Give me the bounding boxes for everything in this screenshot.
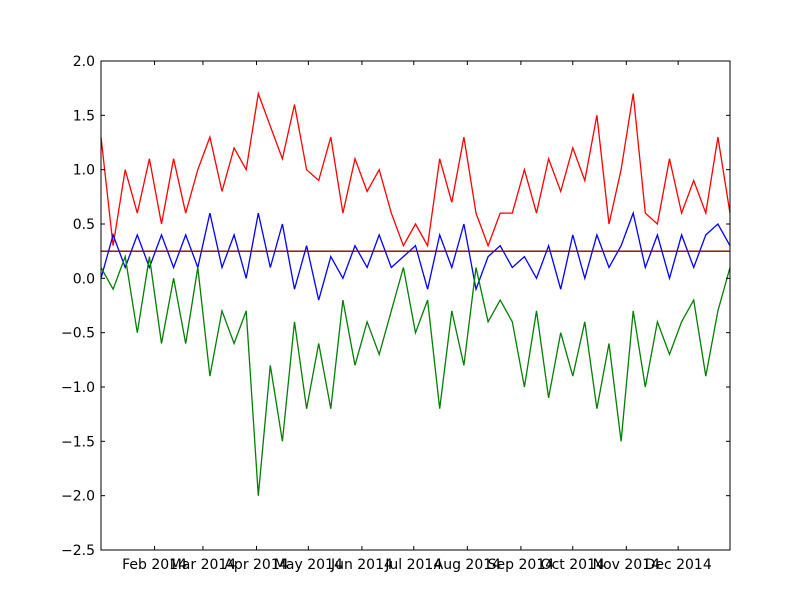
x-tick-label: Feb 2014 [122,557,187,573]
x-tick-label: Nov 2014 [593,557,660,573]
y-tick-label: −0.5 [61,326,95,342]
series-layer [100,91,731,496]
x-tick-label: Mar 2014 [170,557,237,573]
x-tick-label: Aug 2014 [434,557,502,573]
y-tick-label: −2.5 [61,543,95,559]
y-tick-label: 2.0 [73,54,95,70]
y-tick-label: −2.0 [61,489,95,505]
series-line-2 [100,254,731,496]
x-tick-label: Apr 2014 [224,557,288,573]
x-tick-label: Dec 2014 [645,557,712,573]
plot-area [101,61,730,550]
y-tick-label: −1.0 [61,380,95,396]
x-tick-label: Jul 2014 [384,557,442,573]
y-tick-label: −1.5 [61,434,95,450]
x-tick-label: Sep 2014 [488,557,555,573]
y-tick-label: 0.0 [73,271,95,287]
series-line-0 [100,91,731,248]
y-tick-label: 1.5 [73,108,95,124]
y-axis: −2.5 −2.0 −1.5 −1.0 −0.5 0.0 0.5 1.0 1.5 2.0 [61,54,730,559]
x-tick-label: Oct 2014 [541,557,605,573]
y-tick-label: 0.5 [73,217,95,233]
y-tick-label: 1.0 [73,163,95,179]
series-line-1 [100,210,731,301]
plot-frame [100,60,731,551]
x-tick-label: May 2014 [274,557,343,573]
x-tick-label: Jun 2014 [330,557,393,573]
